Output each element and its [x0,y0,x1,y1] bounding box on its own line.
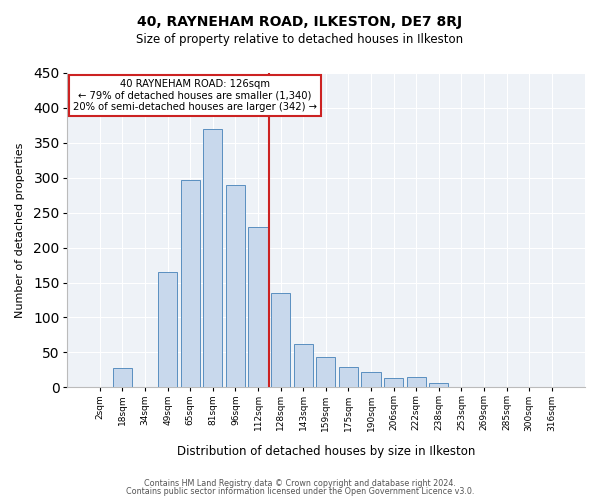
Bar [429,383,448,388]
Text: Contains HM Land Registry data © Crown copyright and database right 2024.: Contains HM Land Registry data © Crown c… [144,478,456,488]
Bar [407,377,426,388]
Bar [384,378,403,388]
Bar [293,344,313,388]
Bar [113,368,132,388]
Bar [316,358,335,388]
Bar [271,293,290,388]
Bar [339,367,358,388]
Bar [158,272,177,388]
Bar [226,184,245,388]
Bar [203,129,223,388]
Text: Contains public sector information licensed under the Open Government Licence v3: Contains public sector information licen… [126,487,474,496]
Bar [248,226,268,388]
Text: 40 RAYNEHAM ROAD: 126sqm
← 79% of detached houses are smaller (1,340)
20% of sem: 40 RAYNEHAM ROAD: 126sqm ← 79% of detach… [73,78,317,112]
Text: Size of property relative to detached houses in Ilkeston: Size of property relative to detached ho… [136,32,464,46]
X-axis label: Distribution of detached houses by size in Ilkeston: Distribution of detached houses by size … [176,444,475,458]
Bar [361,372,380,388]
Bar [181,180,200,388]
Y-axis label: Number of detached properties: Number of detached properties [15,142,25,318]
Text: 40, RAYNEHAM ROAD, ILKESTON, DE7 8RJ: 40, RAYNEHAM ROAD, ILKESTON, DE7 8RJ [137,15,463,29]
